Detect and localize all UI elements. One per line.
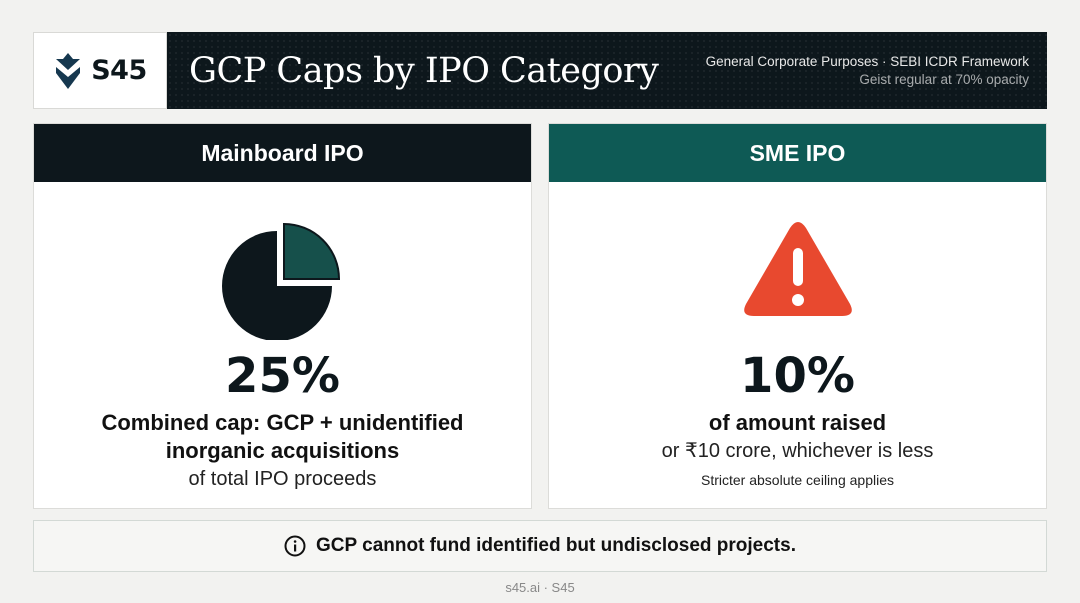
title-area: GCP Caps by IPO Category General Corpora…	[167, 32, 1047, 109]
info-note-bar: GCP cannot fund identified but undisclos…	[33, 520, 1047, 572]
sme-ipo-card: SME IPO 10% of amount raised or ₹10 cror…	[548, 123, 1047, 509]
logo-text: S45	[91, 55, 147, 86]
info-icon	[284, 535, 306, 557]
sme-cap-value: 10%	[740, 348, 855, 404]
info-note-text: GCP cannot fund identified but undisclos…	[316, 535, 796, 556]
footer-credit: s45.ai · S45	[505, 580, 575, 595]
mainboard-card-body: 25% Combined cap: GCP + unidentified ino…	[34, 182, 531, 508]
warning-icon	[743, 222, 852, 316]
mainboard-cap-basis: of total IPO proceeds	[188, 468, 377, 490]
sme-cap-note: Stricter absolute ceiling applies	[701, 472, 894, 488]
mainboard-cap-desc-2: inorganic acquisitions	[165, 438, 400, 463]
sme-cap-alternative: or ₹10 crore, whichever is less	[661, 440, 934, 462]
header-subtitles: General Corporate Purposes · SEBI ICDR F…	[706, 53, 1029, 89]
header-banner: S45 GCP Caps by IPO Category General Cor…	[33, 32, 1047, 109]
s45-logo-icon	[56, 52, 81, 89]
subtitle-framework: General Corporate Purposes · SEBI ICDR F…	[705, 53, 1029, 69]
subtitle-font-note: Geist regular at 70% opacity	[859, 71, 1029, 87]
sme-cap-desc: of amount raised	[708, 410, 887, 435]
mainboard-card-heading: Mainboard IPO	[34, 124, 531, 182]
sme-card-body: 10% of amount raised or ₹10 crore, which…	[549, 182, 1046, 508]
pie-chart-icon	[221, 222, 340, 340]
mainboard-cap-value: 25%	[225, 348, 340, 404]
page-title: GCP Caps by IPO Category	[189, 50, 659, 91]
mainboard-ipo-card: Mainboard IPO 25% Combined cap: GCP + un…	[33, 123, 532, 509]
mainboard-cap-desc-1: Combined cap: GCP + unidentified	[101, 410, 464, 435]
sme-card-heading: SME IPO	[549, 124, 1046, 182]
logo: S45	[33, 32, 167, 109]
